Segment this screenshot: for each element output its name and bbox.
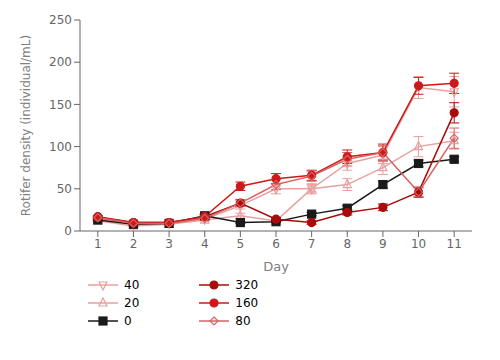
svg-text:2: 2 <box>130 237 138 251</box>
html-text:20: 20 <box>124 296 140 310</box>
svg-text:1: 1 <box>94 237 102 251</box>
html-text:160: 160 <box>235 296 259 310</box>
svg-text:150: 150 <box>49 98 72 112</box>
html-text:80: 80 <box>235 314 251 328</box>
svg-text:10: 10 <box>411 237 426 251</box>
svg-text:250: 250 <box>49 13 72 27</box>
svg-text:11: 11 <box>447 237 462 251</box>
svg-text:9: 9 <box>379 237 387 251</box>
svg-text:0: 0 <box>64 224 72 238</box>
svg-text:Day: Day <box>263 259 289 274</box>
svg-text:50: 50 <box>57 182 72 196</box>
html-text:0: 0 <box>124 314 132 328</box>
svg-text:3: 3 <box>165 237 173 251</box>
html-text:40: 40 <box>124 278 140 292</box>
svg-text:5: 5 <box>237 237 245 251</box>
html-text:320: 320 <box>235 278 259 292</box>
svg-text:200: 200 <box>49 55 72 69</box>
svg-text:8: 8 <box>343 237 351 251</box>
svg-text:7: 7 <box>308 237 316 251</box>
svg-text:Rotifer density (individual/mL: Rotifer density (individual/mL) <box>19 35 33 216</box>
svg-text:100: 100 <box>49 140 72 154</box>
svg-text:4: 4 <box>201 237 209 251</box>
svg-text:6: 6 <box>272 237 280 251</box>
